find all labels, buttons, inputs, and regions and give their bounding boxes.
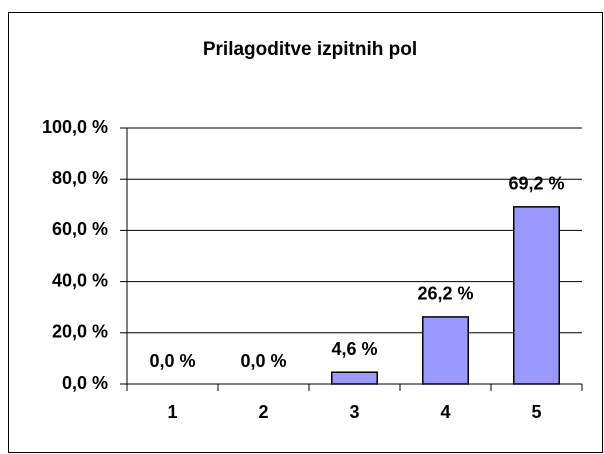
data-label: 4,6 % (331, 339, 377, 359)
data-label: 26,2 % (417, 284, 473, 304)
chart-title: Prilagoditve izpitnih pol (203, 39, 417, 60)
data-label: 0,0 % (240, 351, 286, 371)
bar (422, 316, 469, 385)
y-tick-label: 100,0 % (42, 117, 108, 137)
bar (513, 206, 560, 385)
x-tick-label: 3 (349, 402, 359, 422)
x-tick-label: 5 (531, 402, 541, 422)
x-tick-label: 4 (440, 402, 450, 422)
x-tick-label: 1 (167, 402, 177, 422)
y-tick-label: 60,0 % (52, 219, 108, 239)
y-tick-label: 0,0 % (62, 373, 108, 393)
x-tick-label: 2 (258, 402, 268, 422)
y-tick-label: 80,0 % (52, 168, 108, 188)
y-tick-label: 20,0 % (52, 322, 108, 342)
bar (331, 371, 378, 385)
y-tick-label: 40,0 % (52, 270, 108, 290)
data-label: 69,2 % (508, 174, 564, 194)
chart-border (8, 12, 603, 453)
data-label: 0,0 % (149, 351, 195, 371)
